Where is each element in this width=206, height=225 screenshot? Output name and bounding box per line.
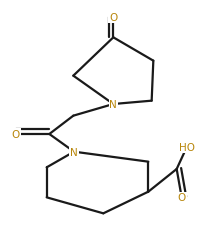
Text: O: O: [178, 192, 186, 202]
Text: N: N: [109, 99, 117, 110]
Text: HO: HO: [179, 143, 195, 153]
Text: N: N: [70, 147, 78, 157]
Text: O: O: [109, 13, 117, 23]
Text: O: O: [12, 129, 20, 139]
